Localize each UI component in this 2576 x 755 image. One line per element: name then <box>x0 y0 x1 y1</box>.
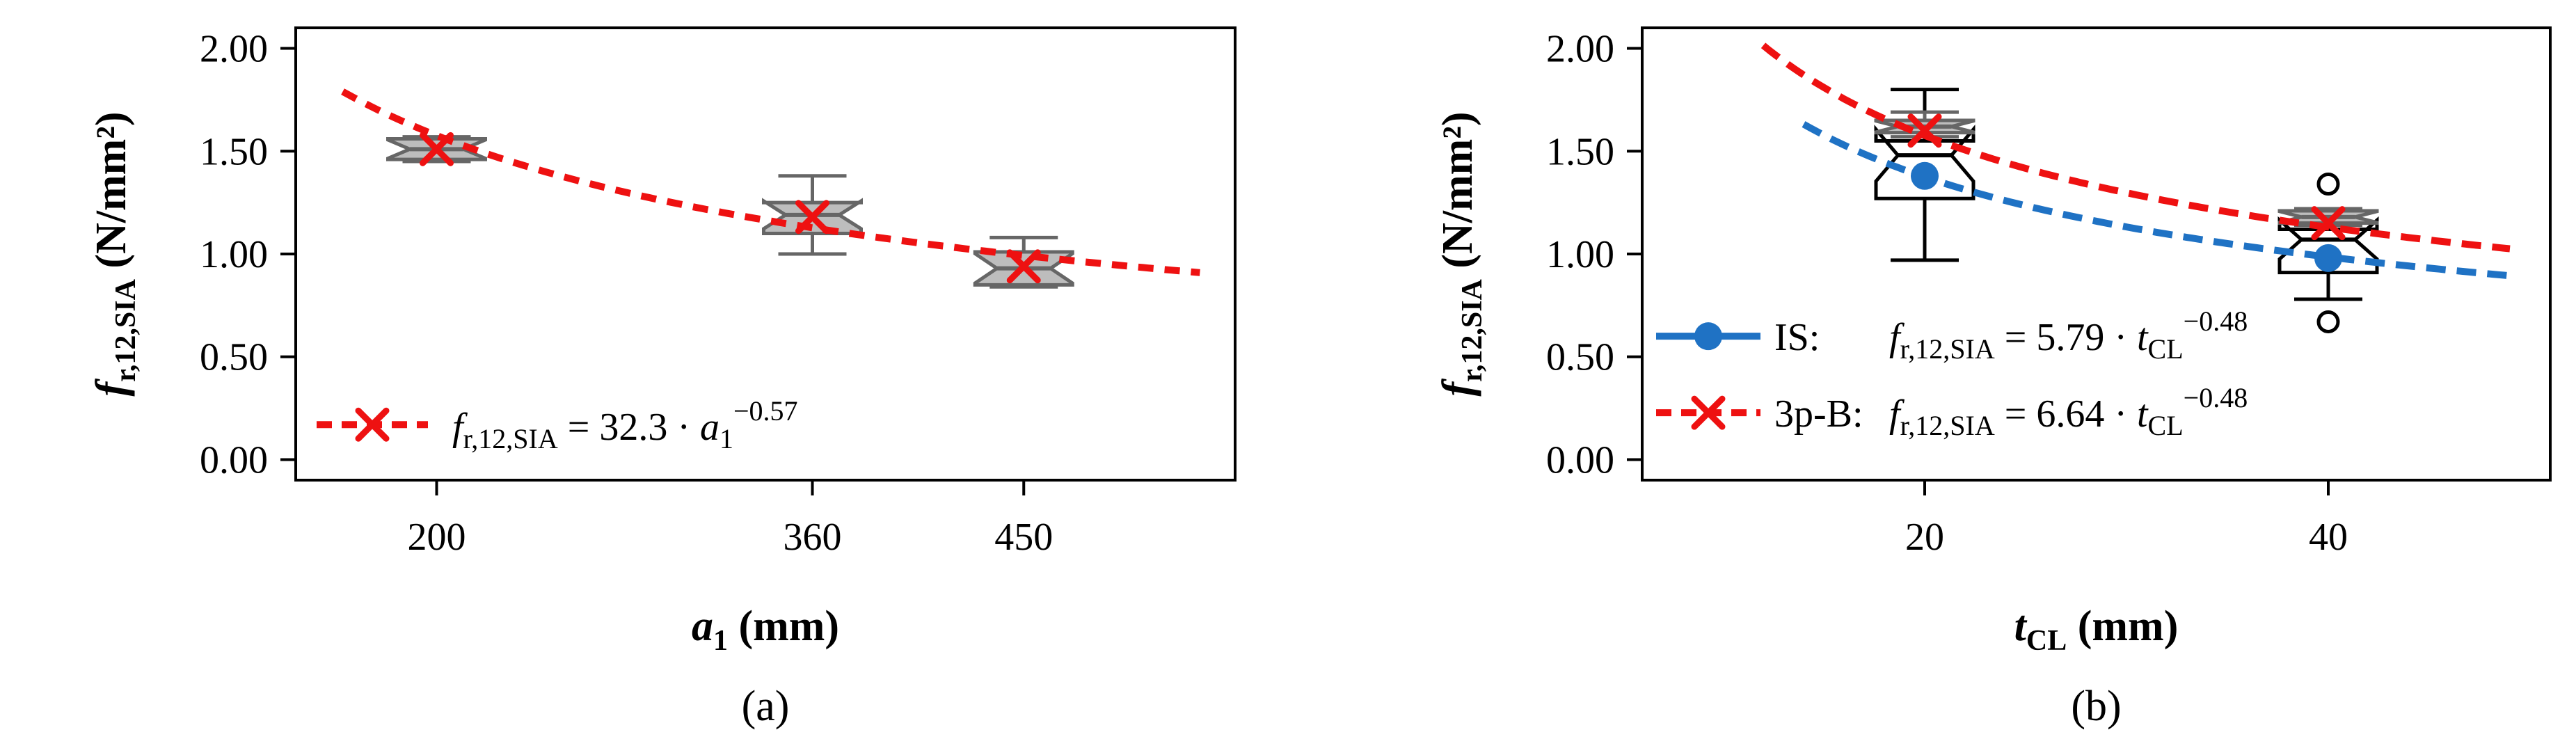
y-tick-label: 1.00 <box>1546 233 1614 276</box>
mean-marker-200-b <box>420 132 454 166</box>
x-axis-label: a1 (mm) <box>692 603 839 657</box>
mean-marker-3p-B-20-b <box>1907 113 1942 148</box>
y-tick-label: 0.00 <box>1546 438 1614 482</box>
y-tick-label: 0.00 <box>200 438 268 482</box>
y-tick-label: 1.00 <box>200 233 268 276</box>
x-tick-label: 450 <box>994 516 1053 559</box>
y-tick-label: 1.50 <box>1546 130 1614 173</box>
panel-a: 0.00 0.50 1.00 1.50 2.00 200 360 450 a1 (mm) fr,1… <box>88 26 1237 730</box>
mean-marker-IS-20 <box>1911 161 1939 190</box>
mean-marker-3p-B-40-b <box>2311 206 2346 241</box>
x-tick-label: 20 <box>1905 516 1944 559</box>
x-tick-label: 360 <box>784 516 842 559</box>
legend-label-1: 3p-B: <box>1774 392 1863 436</box>
y-tick-label: 2.00 <box>1546 28 1614 71</box>
box-IS-40-outlier <box>2316 310 2340 333</box>
y-axis-label: fr,12,SIA (N/mm²) <box>88 111 142 396</box>
legend-equation: fr,12,SIA = 32.3 · a1−0.57 <box>452 395 798 454</box>
panel-label: (a) <box>742 683 790 730</box>
mean-marker-IS-40 <box>2314 244 2342 272</box>
legend-marker-1-b <box>1691 395 1726 430</box>
fit-curve-3p-B <box>1760 42 2511 253</box>
mean-marker-450-b <box>1006 249 1041 284</box>
y-tick-label: 0.50 <box>1546 336 1614 379</box>
fit-curve <box>341 88 1200 276</box>
y-tick-label: 1.50 <box>200 130 268 173</box>
y-tick-label: 0.50 <box>200 336 268 379</box>
panel-b: 0.00 0.50 1.00 1.50 2.00 20 40 tCL (mm) fr,12,SI… <box>1434 26 2552 730</box>
y-axis-label: fr,12,SIA (N/mm²) <box>1434 111 1488 396</box>
legend-label-0: IS: <box>1774 316 1820 359</box>
y-tick-label: 2.00 <box>200 28 268 71</box>
legend-equation: fr,12,SIA = 6.64 · tCL−0.48 <box>1889 382 2248 441</box>
x-axis-label: tCL (mm) <box>2014 603 2179 657</box>
x-tick-label: 40 <box>2309 516 2348 559</box>
legend-equation: fr,12,SIA = 5.79 · tCL−0.48 <box>1889 305 2248 365</box>
x-tick-label: 200 <box>408 516 466 559</box>
legend-marker-0 <box>1694 322 1722 351</box>
box-IS-40-outlier <box>2316 173 2340 196</box>
legend-marker-b <box>355 407 390 442</box>
panel-label: (b) <box>2071 683 2121 730</box>
mean-marker-360-b <box>795 200 829 235</box>
